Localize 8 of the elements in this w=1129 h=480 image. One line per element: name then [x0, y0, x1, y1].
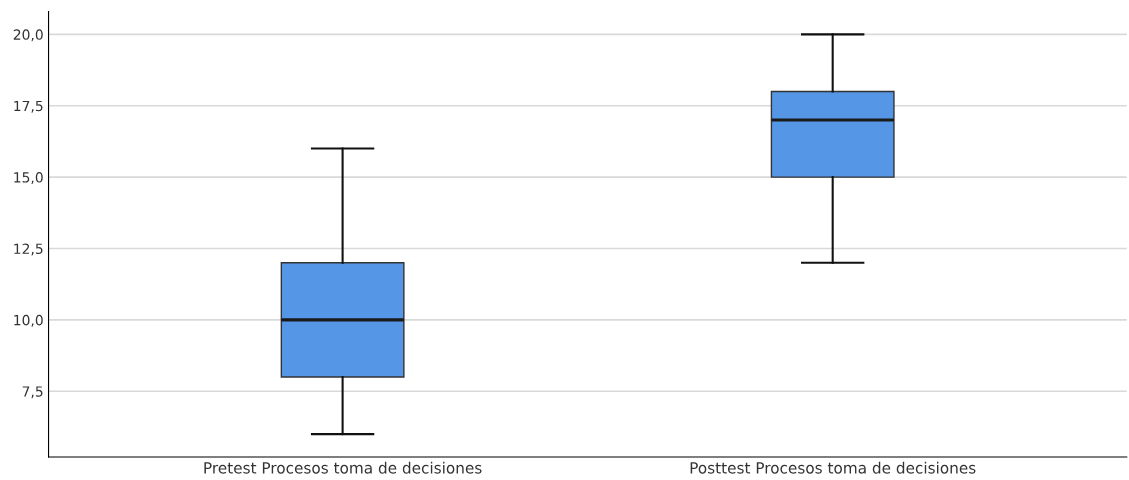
- y-tick-label: 12,5: [14, 243, 43, 256]
- y-tick-label: 15,0: [14, 172, 43, 185]
- y-tick-label: 20,0: [13, 29, 43, 42]
- x-tick-label: Pretest Procesos toma de decisiones: [204, 461, 482, 474]
- y-tick-label: 10,0: [14, 314, 43, 327]
- x-tick-label: Posttest Procesos toma de decisiones: [690, 461, 976, 474]
- y-tick-label: 7,5: [22, 386, 43, 399]
- y-tick-label: 17,5: [14, 100, 43, 113]
